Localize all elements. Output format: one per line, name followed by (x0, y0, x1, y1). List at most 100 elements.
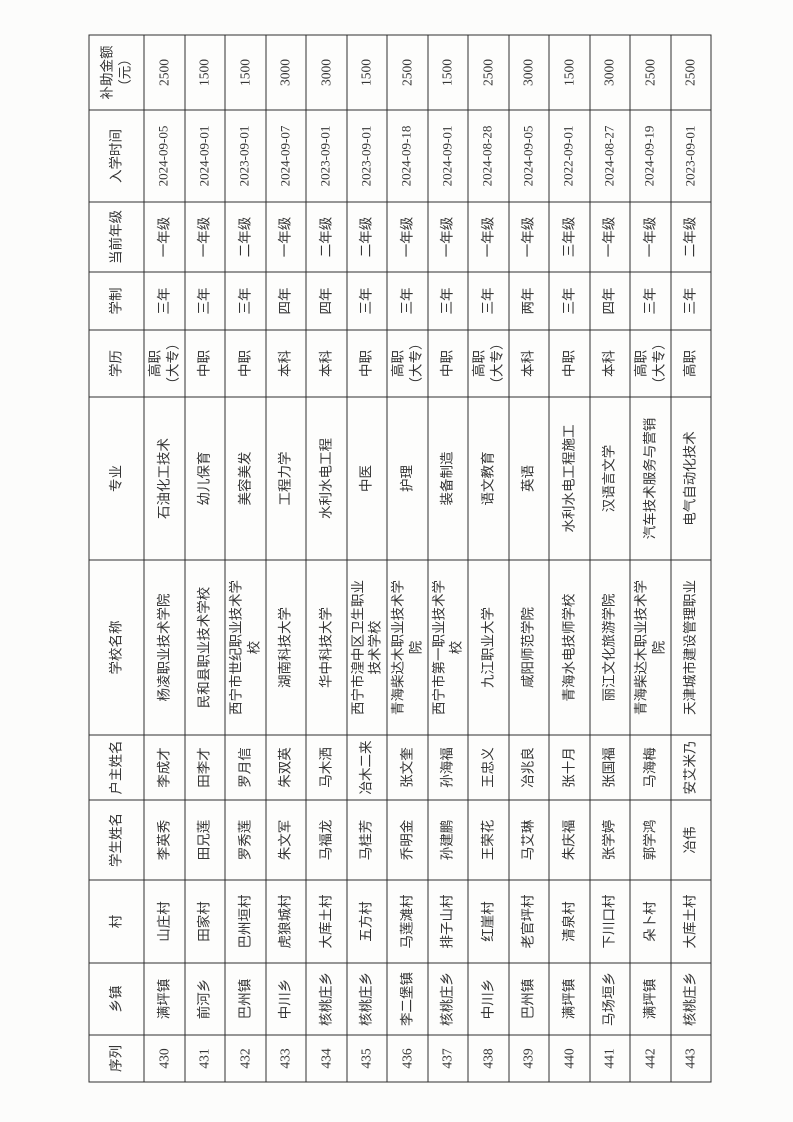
cell: 中职 (548, 329, 589, 397)
cell: 核桃庄乡 (305, 962, 346, 1035)
cell: 2024-09-05 (143, 109, 184, 202)
cell: 2022-09-01 (548, 109, 589, 202)
cell: 巴州垣村 (224, 879, 265, 963)
cell: 2024-09-01 (427, 109, 468, 202)
cell: 高职 （大专） (386, 329, 427, 397)
cell: 432 (224, 1034, 265, 1082)
cell: 华中科技大学 (305, 559, 346, 735)
cell: 2024-09-01 (184, 109, 225, 202)
cell: 西宁市第一职业技术学校 (427, 559, 468, 735)
cell: 2024-09-19 (629, 109, 670, 202)
cell: 巴州镇 (508, 962, 549, 1035)
cell: 清泉村 (548, 879, 589, 963)
cell: 三年 (346, 271, 387, 330)
cell: 三年 (427, 271, 468, 330)
cell: 2023-09-01 (346, 109, 387, 202)
cell: 一年级 (467, 201, 508, 272)
cell: 田李才 (184, 734, 225, 800)
table-row: 441 马场垣乡 下川口村 张学婷 张国福 丽江文化旅游学院 汉语言文学 本科 四年 一年级 202… (589, 34, 630, 1082)
cell: 本科 (305, 329, 346, 397)
cell: 汽车技术服务与营销 (629, 396, 670, 560)
table-row: 440 满坪镇 清泉村 朱庆福 张十月 青海水电技师学校 水利水电工程施工 中职 三年 三年级 20… (548, 34, 589, 1082)
table-row: 442 满坪镇 朵卜村 郭学鸿 马海梅 青海柴达木职业技术学院 汽车技术服务与营销 高职 （大… (629, 34, 670, 1082)
cell: 430 (143, 1034, 184, 1082)
column-header: 乡镇 (88, 962, 144, 1035)
cell: 四年 (589, 271, 630, 330)
cell: 一年级 (508, 201, 549, 272)
cell: 433 (265, 1034, 306, 1082)
table-row: 432 巴州镇 巴州垣村 罗秀莲 罗月信 西宁市世纪职业技术学校 美容美发 中职 三年 二年级 20… (224, 34, 265, 1082)
cell: 3000 (508, 34, 549, 110)
cell: 高职 （大专） (467, 329, 508, 397)
cell: 马木洒 (305, 734, 346, 800)
cell: 2023-09-01 (670, 109, 711, 202)
cell: 核桃庄乡 (670, 962, 711, 1035)
cell: 二年级 (305, 201, 346, 272)
cell: 1500 (184, 34, 225, 110)
cell: 两年 (508, 271, 549, 330)
cell: 一年级 (386, 201, 427, 272)
cell: 冶兆良 (508, 734, 549, 800)
cell: 中川乡 (265, 962, 306, 1035)
cell: 中医 (346, 396, 387, 560)
column-header: 户主姓名 (88, 734, 144, 800)
cell: 三年 (386, 271, 427, 330)
cell: 九江职业大学 (467, 559, 508, 735)
cell: 三年 (467, 271, 508, 330)
cell: 天津城市建设管理职业 (670, 559, 711, 735)
table-row: 439 巴州镇 老官坪村 马艾琳 冶兆良 咸阳师范学院 英语 本科 两年 一年级 2024-09-0… (508, 34, 549, 1082)
cell: 高职 （大专） (629, 329, 670, 397)
column-header: 补助金额（元） (88, 34, 144, 110)
cell: 马福龙 (305, 799, 346, 880)
cell: 大库土村 (670, 879, 711, 963)
cell: 王荣花 (467, 799, 508, 880)
cell: 老官坪村 (508, 879, 549, 963)
cell: 高职 (670, 329, 711, 397)
cell: 电气自动化技术 (670, 396, 711, 560)
table-row: 431 前河乡 田家村 田兄莲 田李才 民和县职业技术学校 幼儿保育 中职 三年 一年级 2024-… (184, 34, 225, 1082)
cell: 水利水电工程施工 (548, 396, 589, 560)
cell: 3000 (265, 34, 306, 110)
cell: 红崖村 (467, 879, 508, 963)
cell: 满坪镇 (548, 962, 589, 1035)
cell: 高职 （大专） (143, 329, 184, 397)
cell: 2023-09-01 (305, 109, 346, 202)
cell: 朱双英 (265, 734, 306, 800)
cell: 435 (346, 1034, 387, 1082)
cell: 443 (670, 1034, 711, 1082)
cell: 2500 (143, 34, 184, 110)
cell: 西宁市湟中区卫生职业技术学校 (346, 559, 387, 735)
cell: 三年级 (548, 201, 589, 272)
table-row: 436 李二堡镇 马莲滩村 乔明金 张文奎 青海柴达木职业技术学院 护理 高职 （大专） 三年一… (386, 34, 427, 1082)
cell: 439 (508, 1034, 549, 1082)
cell: 幼儿保育 (184, 396, 225, 560)
table-row: 438 中川乡 红崖村 王荣花 王忠义 九江职业大学 语文教育 高职 （大专） 三年 一年级 202… (467, 34, 508, 1082)
cell: 青海水电技师学校 (548, 559, 589, 735)
cell: 张国福 (589, 734, 630, 800)
cell: 442 (629, 1034, 670, 1082)
table-row: 435 核桃庄乡 五方村 马桂芳 冶木二来 西宁市湟中区卫生职业技术学校 中医 中职 三年 二年级… (346, 34, 387, 1082)
cell: 一年级 (184, 201, 225, 272)
cell: 一年级 (427, 201, 468, 272)
cell: 青海柴达木职业技术学院 (386, 559, 427, 735)
cell: 一年级 (143, 201, 184, 272)
rotated-table-block: 序列 乡镇村学生姓名 户主姓名 学校名称 专业 学历 学制 当前年级 入学时间 补助金额（元） 4… (88, 34, 711, 1082)
column-header: 学制 (88, 271, 144, 330)
cell: 中职 (184, 329, 225, 397)
cell: 罗月信 (224, 734, 265, 800)
column-header: 学生姓名 (88, 799, 144, 880)
cell: 三年 (184, 271, 225, 330)
cell: 下川口村 (589, 879, 630, 963)
cell: 田家村 (184, 879, 225, 963)
cell: 434 (305, 1034, 346, 1082)
cell: 四年 (305, 271, 346, 330)
cell: 山庄村 (143, 879, 184, 963)
cell: 张学婷 (589, 799, 630, 880)
subsidy-roster-table: 序列 乡镇村学生姓名 户主姓名 学校名称 专业 学历 学制 当前年级 入学时间 补助金额（元） 4… (88, 34, 711, 1082)
cell: 安艾米乃 (670, 734, 711, 800)
cell: 三年 (548, 271, 589, 330)
cell: 本科 (589, 329, 630, 397)
cell: 马莲滩村 (386, 879, 427, 963)
column-header: 村 (88, 879, 144, 963)
cell: 本科 (265, 329, 306, 397)
